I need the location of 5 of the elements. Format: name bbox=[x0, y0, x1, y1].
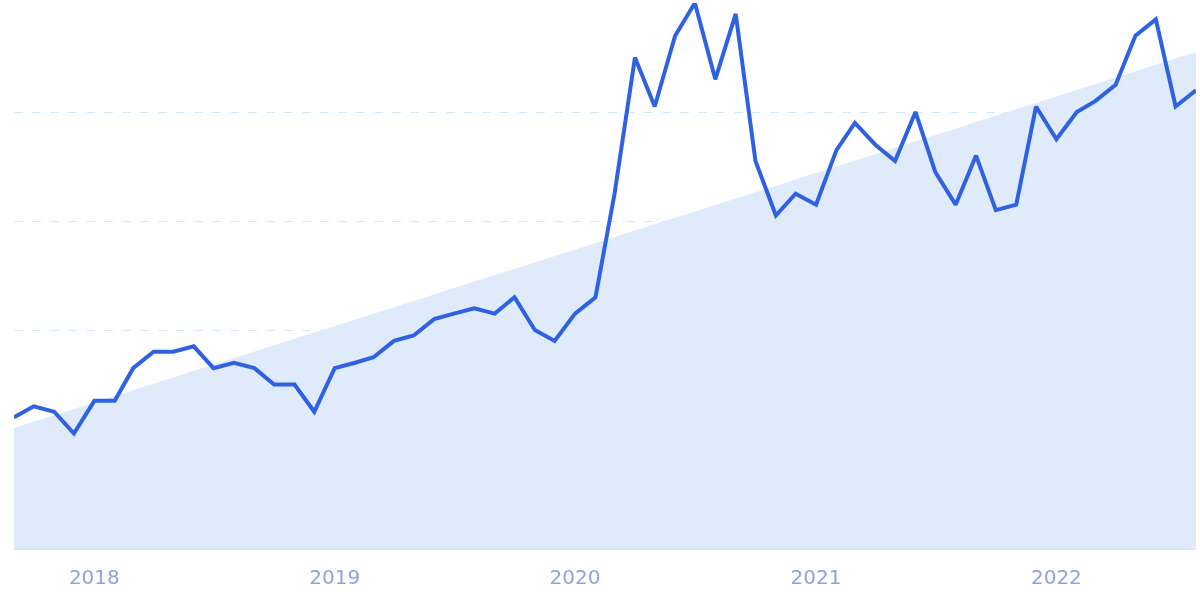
x-tick-label: 2018 bbox=[68, 565, 120, 589]
x-tick-label: 2021 bbox=[790, 565, 842, 589]
x-tick-label: 2019 bbox=[309, 565, 361, 589]
x-tick-label: 2022 bbox=[1030, 565, 1082, 589]
x-tick-label: 2020 bbox=[549, 565, 601, 589]
